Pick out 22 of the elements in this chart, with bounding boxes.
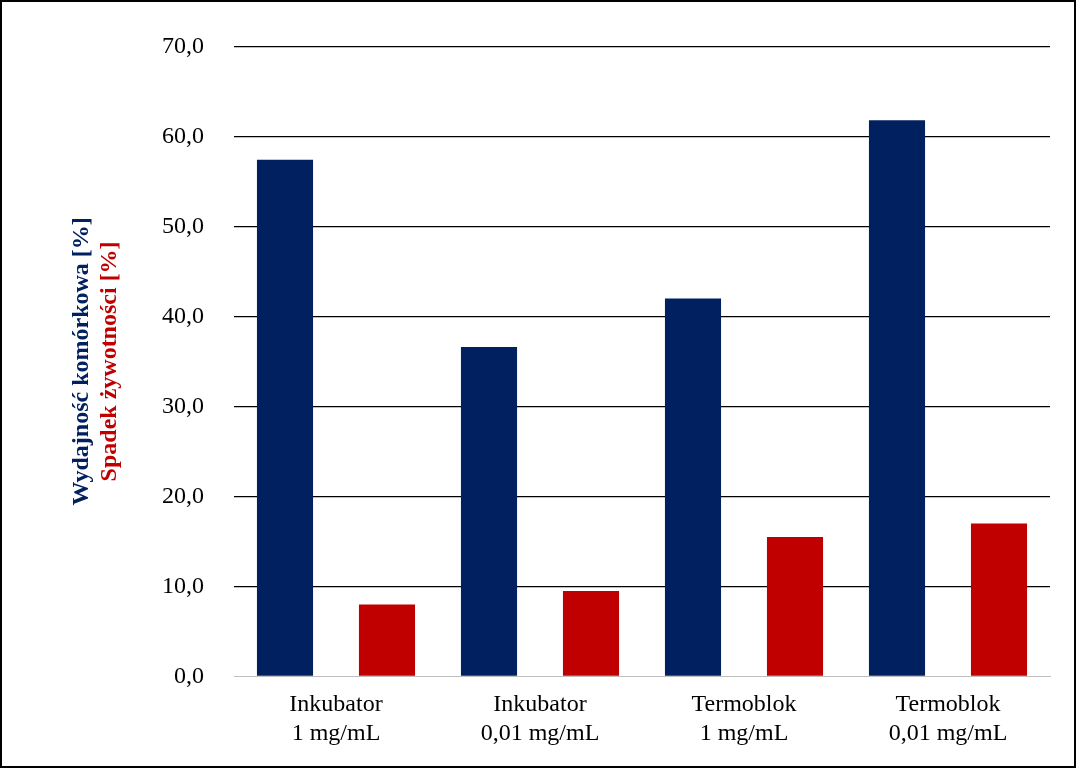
bar bbox=[970, 523, 1028, 676]
text: Wydajność komórkowa [%] bbox=[67, 217, 94, 506]
bar bbox=[562, 590, 620, 676]
x-tick-label: Termoblok 1 mg/mL bbox=[691, 690, 797, 745]
bar bbox=[460, 347, 518, 676]
y-tick-label: 0,0 bbox=[174, 661, 204, 688]
y-tick-label: 50,0 bbox=[162, 211, 204, 238]
x-tick-label: Inkubator 0,01 mg/mL bbox=[480, 690, 600, 745]
bar bbox=[868, 120, 926, 676]
bar bbox=[358, 604, 416, 676]
y-tick-label: 60,0 bbox=[162, 121, 204, 148]
y-tick-label: 30,0 bbox=[162, 391, 204, 418]
x-tick-label: Termoblok 0,01 mg/mL bbox=[888, 690, 1008, 745]
bar bbox=[256, 159, 314, 676]
bar bbox=[664, 298, 722, 676]
y-tick-label: 20,0 bbox=[162, 481, 204, 508]
bar bbox=[766, 536, 824, 676]
text: Spadek żywotności [%] bbox=[95, 241, 122, 482]
y-tick-label: 10,0 bbox=[162, 571, 204, 598]
y-tick-label: 40,0 bbox=[162, 301, 204, 328]
y-tick-label: 70,0 bbox=[162, 31, 204, 58]
x-tick-label: Inkubator 1 mg/mL bbox=[289, 690, 383, 745]
